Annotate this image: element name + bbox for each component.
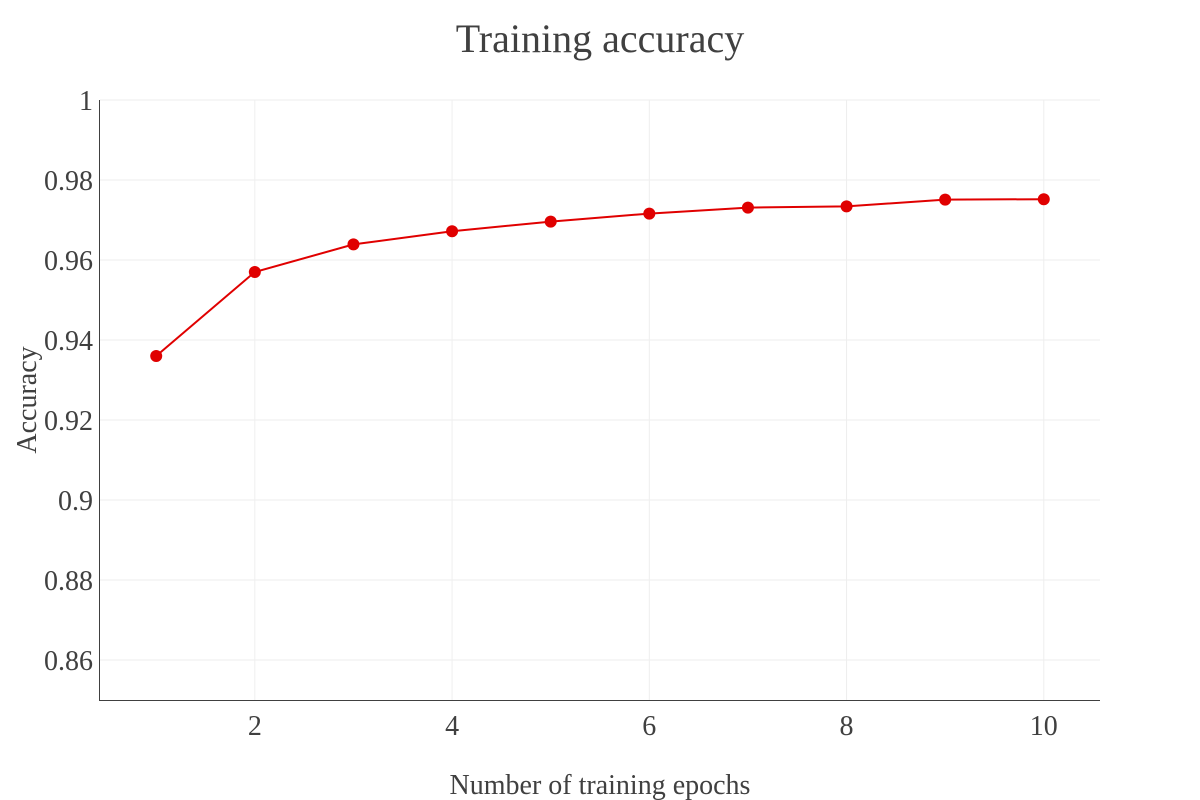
y-tick-label: 0.9 xyxy=(58,486,93,517)
series-line xyxy=(155,198,1044,357)
y-tick-label: 1 xyxy=(79,86,93,117)
x-tick-label: 8 xyxy=(840,711,854,742)
y-tick-label: 0.92 xyxy=(44,406,93,437)
x-tick-labels: 2 4 6 8 10 xyxy=(248,711,1058,742)
y-tick-label: 0.96 xyxy=(44,246,93,277)
y-tick-label: 0.88 xyxy=(44,566,93,597)
chart-title: Training accuracy xyxy=(456,16,744,61)
data-point xyxy=(741,201,754,214)
x-tick-label: 2 xyxy=(248,711,262,742)
data-point xyxy=(939,193,952,206)
x-axis-title: Number of training epochs xyxy=(450,770,751,800)
x-tick-label: 6 xyxy=(642,711,656,742)
data-point xyxy=(248,266,261,278)
x-tick-label: 4 xyxy=(445,711,459,742)
data-point xyxy=(150,350,163,362)
y-axis-title: Accuracy xyxy=(12,346,43,453)
data-point xyxy=(544,215,557,228)
data-point xyxy=(643,207,656,220)
x-tick-label: 10 xyxy=(1030,711,1058,742)
y-tick-label: 0.94 xyxy=(44,326,93,357)
data-point xyxy=(446,225,459,238)
data-point xyxy=(840,200,853,213)
y-tick-label: 0.86 xyxy=(44,646,93,677)
y-tick-labels: 0.86 0.88 0.9 0.92 0.94 0.96 0.98 1 xyxy=(44,86,93,677)
series-layer xyxy=(150,193,1050,362)
y-tick-label: 0.98 xyxy=(44,166,93,197)
data-point xyxy=(347,238,360,251)
gridlines xyxy=(100,99,1100,700)
data-point xyxy=(1037,193,1050,206)
